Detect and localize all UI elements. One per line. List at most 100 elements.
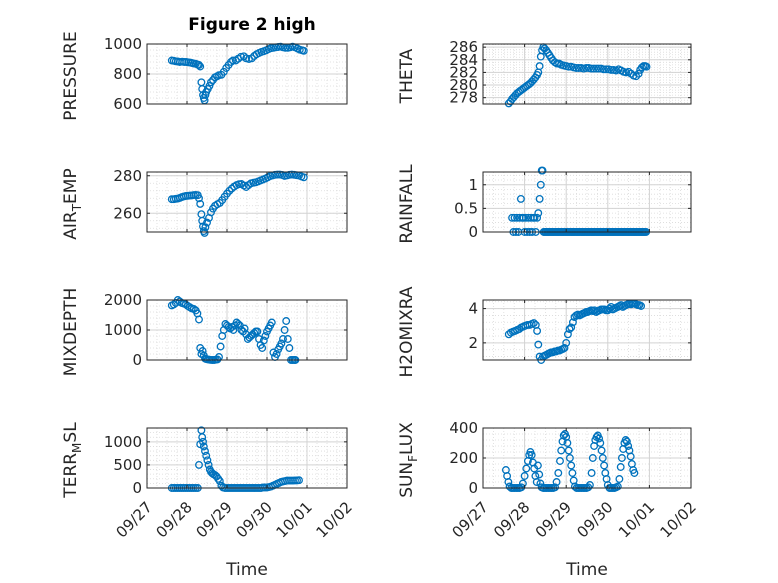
data-point [637, 302, 646, 310]
data-point [567, 323, 576, 332]
data-point [195, 61, 203, 69]
data-point [195, 315, 203, 324]
data-point [560, 344, 569, 352]
data-point [299, 46, 308, 55]
y-axis-label: AIRTEMP [61, 168, 84, 239]
axes-box [482, 171, 692, 233]
axes-box [482, 299, 692, 361]
data-point [199, 442, 208, 451]
y-axis-label: THETA [397, 48, 417, 104]
data-point [600, 461, 609, 470]
y-tick-label: 1000 [104, 35, 142, 53]
y-tick-label: 1 [468, 176, 478, 194]
data-point [519, 213, 528, 222]
data-point [196, 62, 205, 71]
data-point [554, 469, 563, 477]
data-point [564, 62, 573, 71]
data-point [535, 470, 544, 479]
data-point [198, 216, 207, 225]
data-point [630, 469, 639, 477]
y-tick-label: 0 [132, 351, 142, 369]
y-tick-label: 280 [449, 76, 478, 94]
data-point [536, 180, 545, 189]
x-axis-label: Time [225, 560, 268, 580]
y-tick-label: 500 [113, 456, 142, 474]
data-point [199, 437, 207, 446]
data-point [567, 461, 576, 470]
y-tick-label: 2 [468, 334, 478, 352]
data-point [597, 446, 606, 455]
data-point [272, 350, 281, 358]
data-point [563, 330, 572, 339]
data-point [615, 475, 624, 483]
y-tick-label: 282 [449, 63, 478, 81]
y-tick-label: 1000 [104, 433, 142, 451]
data-point [202, 451, 211, 460]
data-point [258, 344, 267, 352]
data-point [565, 454, 574, 462]
data-point [204, 460, 213, 469]
y-tick-label: 0 [132, 479, 142, 497]
data-point [587, 469, 596, 477]
data-point [565, 325, 574, 334]
data-point [535, 62, 544, 71]
data-point [527, 451, 536, 459]
data-point [562, 338, 571, 347]
data-point [253, 327, 262, 336]
axes-box [146, 427, 348, 489]
y-axis-label: H2OMIXRA [397, 286, 417, 377]
data-point [283, 335, 292, 343]
data-point [632, 72, 641, 81]
data-point [568, 469, 577, 477]
data-point [533, 461, 542, 470]
data-point [533, 213, 542, 222]
x-axis-label: Time [565, 560, 608, 580]
data-point [200, 228, 209, 237]
y-tick-label: 278 [449, 89, 478, 107]
data-point [273, 170, 282, 179]
data-point [277, 339, 286, 348]
data-point [587, 64, 596, 73]
data-point [267, 318, 276, 327]
data-point [521, 213, 530, 222]
data-point [622, 437, 631, 446]
data-point [227, 58, 235, 66]
data-point [299, 173, 308, 182]
data-point [598, 454, 607, 462]
y-tick-label: 4 [468, 300, 478, 318]
data-point [216, 342, 225, 351]
data-point [538, 166, 547, 175]
data-point [261, 332, 270, 340]
data-point [504, 478, 513, 486]
data-point [201, 223, 210, 232]
data-point [552, 478, 561, 486]
data-point [588, 454, 597, 462]
figure-title: Figure 2 high [188, 15, 316, 35]
data-point [229, 56, 237, 65]
data-point [198, 347, 207, 355]
data-point [247, 54, 256, 63]
data-point [642, 62, 651, 71]
y-tick-label: 0.5 [454, 199, 478, 217]
y-tick-label: 286 [449, 38, 478, 56]
y-tick-label: 0 [468, 223, 478, 241]
data-point [589, 64, 598, 73]
data-point [516, 194, 525, 203]
data-point [557, 446, 566, 455]
data-point [551, 483, 559, 492]
data-point [596, 439, 605, 447]
data-point [295, 476, 303, 485]
data-point [534, 340, 543, 349]
data-point [532, 478, 541, 486]
data-point [169, 300, 178, 309]
data-point [594, 64, 603, 73]
data-point [564, 446, 573, 455]
data-point [529, 319, 538, 328]
data-point [207, 78, 215, 87]
y-tick-label: 260 [113, 204, 142, 222]
panel-mixdepth: 0 1000 2000 MIXDEPTH [61, 288, 348, 376]
panel-h2omixra: 2 4 H2OMIXRA [397, 286, 692, 378]
y-tick-label: 600 [113, 95, 142, 113]
panel-sun-flux: 0200400SUNFLUX09/2709/2809/2909/3010/011… [397, 419, 700, 580]
